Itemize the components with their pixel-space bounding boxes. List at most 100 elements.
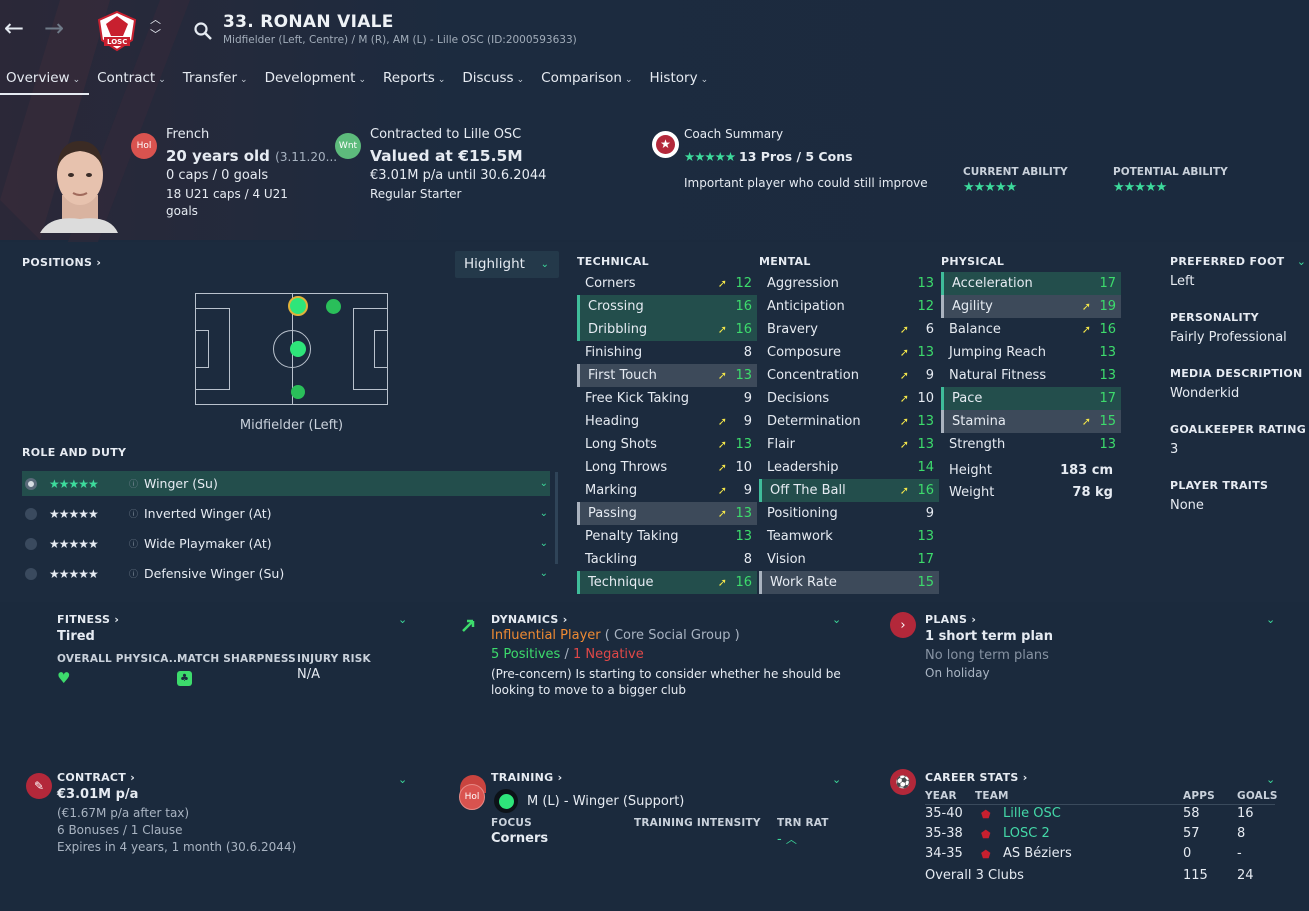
career-team-link[interactable]: Lille OSC <box>1003 806 1061 821</box>
chevron-down-icon[interactable]: ⌄ <box>398 773 408 786</box>
contract-title[interactable]: CONTRACT › <box>57 771 136 784</box>
attribute-row[interactable]: Tackling 8 <box>577 548 757 571</box>
tab-overview[interactable]: Overview ⌄ <box>6 70 97 94</box>
attribute-row[interactable]: Off The Ball ➚ 16 <box>759 479 939 502</box>
attribute-row[interactable]: Balance ➚ 16 <box>941 318 1121 341</box>
chevron-down-icon[interactable]: ⌄ <box>398 613 408 626</box>
attribute-row[interactable]: Free Kick Taking 9 <box>577 387 757 410</box>
role-row-defensive-winger[interactable]: ★★★★★ ⓘ Defensive Winger (Su) ⌄ <box>22 561 550 586</box>
info-icon[interactable]: ⓘ <box>129 480 139 490</box>
attribute-row[interactable]: Dribbling ➚ 16 <box>577 318 757 341</box>
attribute-row[interactable]: Aggression 13 <box>759 272 939 295</box>
role-radio[interactable] <box>25 537 37 550</box>
attribute-row[interactable]: Positioning 9 <box>759 502 939 525</box>
attribute-row[interactable]: First Touch ➚ 13 <box>577 364 757 387</box>
attribute-row[interactable]: Bravery ➚ 6 <box>759 318 939 341</box>
attribute-row[interactable]: Vision 17 <box>759 548 939 571</box>
positions-title[interactable]: POSITIONS › <box>22 256 102 269</box>
potential-ability-label: POTENTIAL ABILITY <box>1113 166 1228 178</box>
attribute-row[interactable]: Acceleration 17 <box>941 272 1121 295</box>
tab-development[interactable]: Development ⌄ <box>265 70 383 94</box>
highlight-dropdown[interactable]: Highlight ⌄ <box>455 251 559 278</box>
attribute-row[interactable]: Long Shots ➚ 13 <box>577 433 757 456</box>
holiday-status: On holiday <box>925 666 990 680</box>
attribute-row[interactable]: Strength 13 <box>941 433 1121 456</box>
attribute-name: Composure <box>767 345 841 360</box>
role-row-wide-playmaker[interactable]: ★★★★★ ⓘ Wide Playmaker (At) ⌄ <box>22 531 550 556</box>
highlight-label: Highlight <box>464 256 525 272</box>
position-dot-mc[interactable] <box>290 341 306 357</box>
position-dot-mr[interactable] <box>291 385 305 399</box>
info-icon[interactable]: ⓘ <box>129 540 139 550</box>
info-icon[interactable]: ⓘ <box>129 510 139 520</box>
pitch-six-yard-right <box>374 330 387 368</box>
chevron-down-icon[interactable]: ⌄ <box>832 613 842 626</box>
career-stats-title[interactable]: CAREER STATS › <box>925 771 1028 784</box>
position-dot-aml[interactable] <box>326 299 341 314</box>
club-badge[interactable]: LOSC <box>96 10 138 52</box>
attribute-row[interactable]: Long Throws ➚ 10 <box>577 456 757 479</box>
plans-icon[interactable]: › <box>890 612 916 638</box>
career-team-link[interactable]: LOSC 2 <box>1003 826 1050 841</box>
attribute-row[interactable]: Natural Fitness 13 <box>941 364 1121 387</box>
attribute-row[interactable]: Stamina ➚ 15 <box>941 410 1121 433</box>
attribute-row[interactable]: Corners ➚ 12 <box>577 272 757 295</box>
chevron-down-icon[interactable]: ⌄ <box>832 773 842 786</box>
chevron-down-icon[interactable]: ⌄ <box>539 478 548 489</box>
chevron-down-icon[interactable]: ⌄ <box>539 508 548 519</box>
chevron-down-icon[interactable]: ⌄ <box>1296 255 1306 268</box>
attribute-row[interactable]: Marking ➚ 9 <box>577 479 757 502</box>
attribute-row[interactable]: Anticipation 12 <box>759 295 939 318</box>
attribute-row[interactable]: Jumping Reach 13 <box>941 341 1121 364</box>
attribute-row[interactable]: Agility ➚ 19 <box>941 295 1121 318</box>
player-switch-down-icon[interactable]: ﹀ <box>150 28 161 41</box>
attribute-row[interactable]: Work Rate 15 <box>759 571 939 594</box>
player-switch-up-icon[interactable]: ︿ <box>150 13 161 26</box>
contract-icon[interactable]: ✎ <box>26 773 52 799</box>
attribute-row[interactable]: Crossing 16 <box>577 295 757 318</box>
chevron-down-icon[interactable]: ⌄ <box>1266 773 1276 786</box>
info-icon[interactable]: ⓘ <box>129 570 139 580</box>
back-arrow-icon[interactable]: ← <box>4 14 25 42</box>
attribute-row[interactable]: Penalty Taking 13 <box>577 525 757 548</box>
attribute-row[interactable]: Concentration ➚ 9 <box>759 364 939 387</box>
tab-discuss[interactable]: Discuss ⌄ <box>462 70 541 94</box>
role-radio[interactable] <box>25 567 37 580</box>
dynamics-title[interactable]: DYNAMICS › <box>491 613 568 626</box>
tab-contract[interactable]: Contract ⌄ <box>97 70 183 94</box>
chevron-down-icon[interactable]: ⌄ <box>539 568 548 579</box>
tab-comparison[interactable]: Comparison ⌄ <box>541 70 649 94</box>
attribute-row[interactable]: Determination ➚ 13 <box>759 410 939 433</box>
attribute-row[interactable]: Composure ➚ 13 <box>759 341 939 364</box>
attribute-row[interactable]: Technique ➚ 16 <box>577 571 757 594</box>
tab-transfer[interactable]: Transfer ⌄ <box>183 70 265 94</box>
search-icon[interactable] <box>193 21 213 41</box>
attribute-value: 15 <box>1099 414 1116 429</box>
role-row-winger-su[interactable]: ★★★★★ ⓘ Winger (Su) ⌄ <box>22 471 550 496</box>
roles-scrollbar[interactable] <box>555 472 558 564</box>
role-radio-selected[interactable] <box>25 477 37 490</box>
attribute-row[interactable]: Decisions ➚ 10 <box>759 387 939 410</box>
role-radio[interactable] <box>25 507 37 520</box>
attribute-row[interactable]: Flair ➚ 13 <box>759 433 939 456</box>
chevron-down-icon[interactable]: ⌄ <box>1266 613 1276 626</box>
attribute-row[interactable]: Heading ➚ 9 <box>577 410 757 433</box>
training-title[interactable]: TRAINING › <box>491 771 563 784</box>
role-row-inverted-winger[interactable]: ★★★★★ ⓘ Inverted Winger (At) ⌄ <box>22 501 550 526</box>
attribute-row[interactable]: Pace 17 <box>941 387 1121 410</box>
career-team-link[interactable]: AS Béziers <box>1003 846 1072 861</box>
tab-reports[interactable]: Reports ⌄ <box>383 70 462 94</box>
position-dot-ml[interactable] <box>288 296 308 316</box>
attribute-row[interactable]: Teamwork 13 <box>759 525 939 548</box>
coach-summary-icon[interactable]: ★ <box>652 131 679 158</box>
attribute-row[interactable]: Passing ➚ 13 <box>577 502 757 525</box>
tab-history[interactable]: History ⌄ <box>650 70 726 94</box>
forward-arrow-icon[interactable]: → <box>44 14 65 42</box>
chevron-down-icon[interactable]: ⌄ <box>539 538 548 549</box>
attribute-row[interactable]: Leadership 14 <box>759 456 939 479</box>
career-stats-icon[interactable]: ⚽ <box>890 769 916 795</box>
fitness-title[interactable]: FITNESS › <box>57 613 120 626</box>
plans-title[interactable]: PLANS › <box>925 613 977 626</box>
attribute-row[interactable]: Finishing 8 <box>577 341 757 364</box>
player-photo[interactable] <box>40 133 118 233</box>
